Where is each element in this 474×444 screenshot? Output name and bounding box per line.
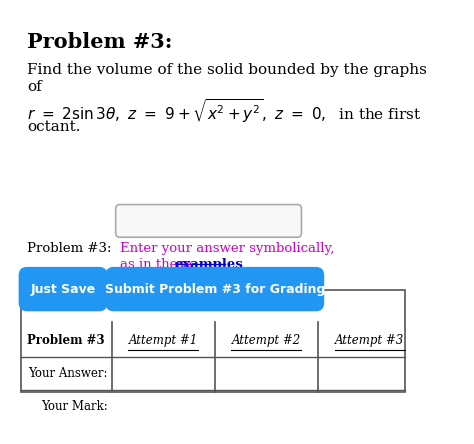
Text: Problem #3:: Problem #3: — [27, 242, 111, 254]
Text: Attempt #1: Attempt #1 — [128, 334, 198, 347]
Text: Submit Problem #3 for Grading: Submit Problem #3 for Grading — [105, 282, 325, 296]
Text: Your Mark:: Your Mark: — [41, 400, 108, 412]
Text: Enter your answer symbolically,: Enter your answer symbolically, — [120, 242, 334, 254]
Bar — [21, 289, 405, 392]
Text: Your Answer:: Your Answer: — [28, 367, 108, 380]
FancyBboxPatch shape — [105, 267, 324, 311]
Text: Problem #3: Problem #3 — [27, 334, 105, 347]
Text: Attempt #2: Attempt #2 — [232, 334, 301, 347]
Text: as in these: as in these — [120, 258, 196, 271]
Text: octant.: octant. — [27, 119, 81, 134]
FancyBboxPatch shape — [18, 267, 108, 311]
Text: of: of — [27, 80, 42, 95]
FancyBboxPatch shape — [116, 205, 301, 237]
Text: examples: examples — [175, 258, 244, 271]
Text: Problem #3:: Problem #3: — [27, 32, 172, 52]
Text: Attempt #3: Attempt #3 — [335, 334, 404, 347]
Text: Find the volume of the solid bounded by the graphs: Find the volume of the solid bounded by … — [27, 63, 427, 77]
Text: Just Save: Just Save — [31, 282, 96, 296]
Text: $r\ =\ 2\sin 3\theta,\ z\ =\ 9 + \sqrt{x^2 + y^2},\ z\ =\ 0,$  in the first: $r\ =\ 2\sin 3\theta,\ z\ =\ 9 + \sqrt{x… — [27, 98, 421, 125]
